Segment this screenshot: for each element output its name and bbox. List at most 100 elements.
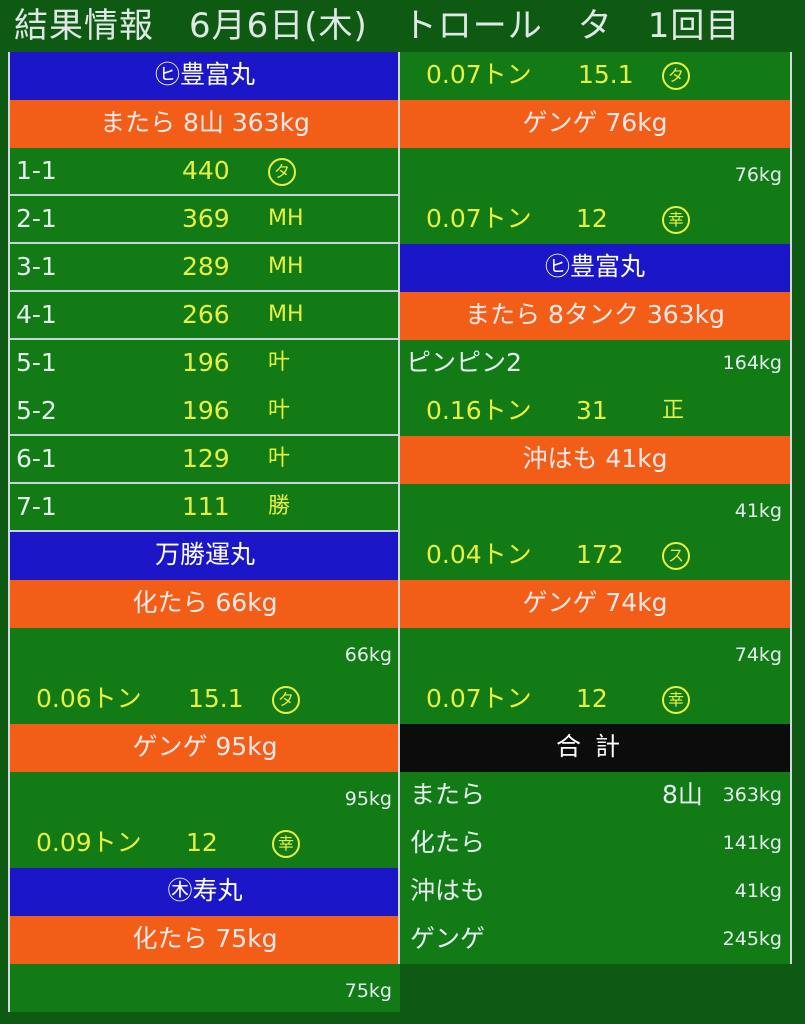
lot-id: 7-1 — [16, 492, 57, 521]
fish-summary-bar: ゲンゲ 95kg — [10, 724, 400, 772]
weight-row: 95kg — [10, 772, 400, 820]
circled-mark-icon: ス — [662, 542, 690, 570]
lot-value: 440 — [182, 156, 230, 185]
circled-mark-icon: タ — [662, 62, 690, 90]
buyer-mark: 幸 — [662, 676, 690, 722]
weight-row: 75kg — [10, 964, 400, 1012]
total-row: 沖はも 41kg — [400, 868, 790, 916]
buyer-mark: 叶 — [268, 350, 291, 375]
lot-id: 5-2 — [16, 396, 57, 425]
vessel-header: ㋪豊富丸 — [400, 244, 790, 292]
lot-value: 196 — [182, 396, 230, 425]
unit-price: 12 — [576, 204, 608, 233]
weight-row: 41kg — [400, 484, 790, 532]
buyer-mark: タ — [272, 676, 300, 722]
total-fish-name: またら — [410, 780, 486, 809]
total-fish-name: 沖はも — [410, 876, 486, 905]
circled-mark-icon: 幸 — [662, 686, 690, 714]
lot-id: 5-1 — [16, 348, 57, 377]
price-row: 0.07トン 12 幸 — [400, 196, 790, 244]
buyer-mark: 正 — [662, 398, 685, 423]
fish-summary-bar: 化たら 66kg — [10, 580, 400, 628]
total-fish-name: 化たら — [410, 828, 486, 857]
fish-summary-bar: またら 8タンク 363kg — [400, 292, 790, 340]
lot-id: 1-1 — [16, 156, 57, 185]
unit-price: 15.1 — [578, 60, 634, 89]
tonnage: 0.07トン — [426, 684, 532, 713]
lot-value: 196 — [182, 348, 230, 377]
lot-id: 2-1 — [16, 204, 57, 233]
weight-value: 76kg — [734, 164, 782, 186]
buyer-mark: ス — [662, 532, 690, 578]
fish-summary-bar: またら 8山 363kg — [10, 100, 400, 148]
fish-summary-bar: ゲンゲ 76kg — [400, 100, 790, 148]
circled-mark-icon: タ — [268, 158, 296, 186]
lot-row: 1-1 440 タ — [10, 148, 400, 196]
total-weight: 41kg — [734, 880, 782, 902]
circled-mark-icon: タ — [272, 686, 300, 714]
left-column: ㋪豊富丸 またら 8山 363kg 1-1 440 タ 2-1 369 MH 3-1 289 MH 4… — [8, 52, 400, 1012]
vessel-header: 万勝運丸 — [10, 532, 400, 580]
lot-id: 3-1 — [16, 252, 57, 281]
lot-row: 5-1 196 叶 — [10, 340, 400, 388]
circled-mark-icon: 幸 — [272, 830, 300, 858]
lot-row: 7-1 111 勝 — [10, 484, 400, 532]
lot-value: 129 — [182, 444, 230, 473]
circled-mark-icon: 幸 — [662, 206, 690, 234]
lot-row: 6-1 129 叶 — [10, 436, 400, 484]
lot-id: 4-1 — [16, 300, 57, 329]
fish-summary-bar: 沖はも 41kg — [400, 436, 790, 484]
buyer-mark: MH — [268, 206, 304, 231]
total-row: 化たら 141kg — [400, 820, 790, 868]
total-row: またら 8山 363kg — [400, 772, 790, 820]
unit-price: 172 — [576, 540, 624, 569]
unit-price: 31 — [576, 396, 608, 425]
weight-row: 66kg — [10, 628, 400, 676]
price-row: 0.07トン 15.1 タ — [400, 52, 790, 100]
buyer-mark: MH — [268, 254, 304, 279]
weight-value: 41kg — [734, 500, 782, 522]
total-row: ゲンゲ 245kg — [400, 916, 790, 964]
buyer-mark: 勝 — [268, 494, 291, 519]
lot-name: ピンピン2 — [406, 348, 522, 377]
vessel-header: ㊍寿丸 — [10, 868, 400, 916]
fish-summary-bar: 化たら 75kg — [10, 916, 400, 964]
buyer-mark: 叶 — [268, 446, 291, 471]
buyer-mark: 幸 — [662, 196, 690, 242]
price-row: 0.06トン 15.1 タ — [10, 676, 400, 724]
lot-value: 111 — [182, 492, 230, 521]
unit-price: 12 — [186, 828, 218, 857]
tonnage: 0.16トン — [426, 396, 532, 425]
tonnage: 0.07トン — [426, 204, 532, 233]
lot-value: 289 — [182, 252, 230, 281]
weight-row: 74kg — [400, 628, 790, 676]
lot-id: 6-1 — [16, 444, 57, 473]
price-row: 0.07トン 12 幸 — [400, 676, 790, 724]
buyer-mark: MH — [268, 302, 304, 327]
buyer-mark: 叶 — [268, 398, 291, 423]
tonnage: 0.09トン — [36, 828, 142, 857]
board-title: 結果情報 6月6日(木) トロール タ 1回目 — [14, 6, 741, 46]
lot-value: 266 — [182, 300, 230, 329]
buyer-mark: タ — [268, 148, 296, 194]
lot-value: 369 — [182, 204, 230, 233]
price-row: 0.16トン 31 正 — [400, 388, 790, 436]
weight-value: 74kg — [734, 644, 782, 666]
buyer-mark: 幸 — [272, 820, 300, 866]
price-row: 0.09トン 12 幸 — [10, 820, 400, 868]
weight-value: 66kg — [344, 644, 392, 666]
total-weight: 141kg — [722, 832, 782, 854]
right-column: 0.07トン 15.1 タゲンゲ 76kg 76kg 0.07トン 12 幸㋪豊富丸 またら … — [398, 52, 792, 964]
total-weight: 245kg — [722, 928, 782, 950]
lot-row: 5-2 196 叶 — [10, 388, 400, 436]
tonnage: 0.06トン — [36, 684, 142, 713]
weight-value: 164kg — [722, 352, 782, 374]
lot-row: 2-1 369 MH — [10, 196, 400, 244]
weight-value: 95kg — [344, 788, 392, 810]
lot-row: 4-1 266 MH — [10, 292, 400, 340]
named-lot-row: ピンピン2 164kg — [400, 340, 790, 388]
price-row: 0.04トン 172 ス — [400, 532, 790, 580]
lot-row: 3-1 289 MH — [10, 244, 400, 292]
total-weight: 363kg — [722, 784, 782, 806]
total-count: 8山 — [662, 780, 703, 809]
